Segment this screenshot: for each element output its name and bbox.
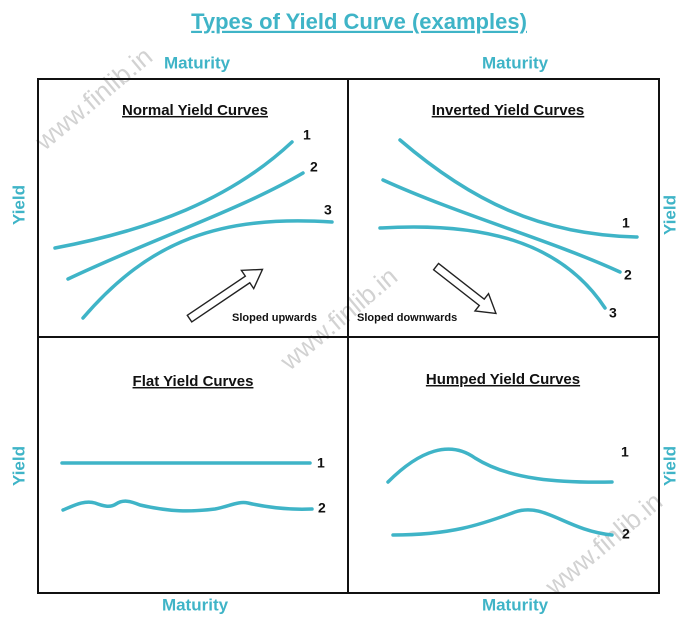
page-title: Types of Yield Curve (examples)	[191, 9, 527, 34]
x-axis-label: Maturity	[164, 53, 231, 72]
curve-label: 1	[303, 127, 311, 143]
curve	[53, 140, 294, 250]
curve	[81, 219, 334, 320]
curve	[386, 447, 614, 484]
arrow	[432, 262, 498, 315]
x-axis-label: Maturity	[162, 595, 229, 614]
curve-label: 3	[324, 202, 332, 218]
curve	[398, 138, 639, 239]
curve-label: 2	[622, 526, 630, 542]
curve	[66, 171, 305, 281]
note: Sloped upwards	[232, 312, 317, 324]
curve	[61, 499, 314, 513]
panel-title: Inverted Yield Curves	[432, 102, 585, 119]
curve	[378, 225, 607, 310]
x-axis-label: Maturity	[482, 53, 549, 72]
panel-title: Humped Yield Curves	[426, 371, 580, 388]
note: Sloped downwards	[357, 312, 457, 324]
y-axis-label: Yield	[9, 446, 28, 486]
panel-title: Normal Yield Curves	[122, 102, 268, 119]
curve-label: 2	[310, 159, 318, 175]
y-axis-label: Yield	[660, 195, 679, 235]
curve-label: 1	[317, 455, 325, 471]
curve	[381, 178, 622, 274]
y-axis-label: Yield	[9, 185, 28, 225]
y-axis-label: Yield	[660, 446, 679, 486]
watermark: www.finlib.in	[538, 486, 668, 602]
curve-label: 1	[622, 215, 630, 231]
arrow	[186, 268, 264, 323]
x-axis-label: Maturity	[482, 595, 549, 614]
curve-label: 3	[609, 305, 617, 321]
curve-label: 2	[624, 267, 632, 283]
curve-label: 1	[621, 444, 629, 460]
curve	[391, 508, 614, 537]
curve-label: 2	[318, 500, 326, 516]
panel-title: Flat Yield Curves	[133, 373, 254, 390]
watermark: www.finlib.in	[28, 41, 158, 157]
